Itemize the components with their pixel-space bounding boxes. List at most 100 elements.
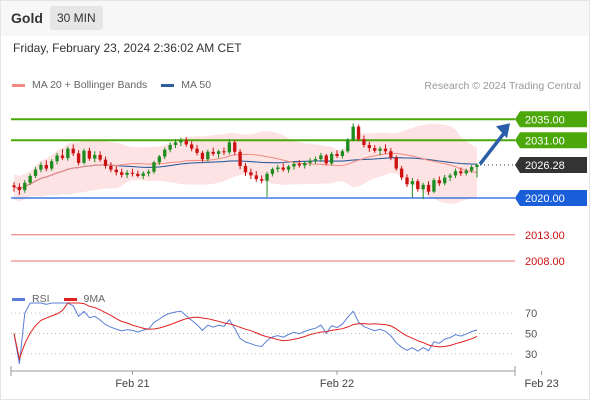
candle-body: [453, 171, 458, 176]
candle-body: [367, 144, 371, 149]
candle-body: [66, 148, 70, 159]
candle-body: [60, 155, 65, 159]
candle-body: [243, 165, 248, 173]
level-tag-2: [515, 157, 587, 174]
candle-body: [389, 151, 393, 158]
legend-item-bollinger: MA 20 + Bollinger Bands: [12, 79, 147, 91]
candle-body: [475, 164, 479, 168]
candle-body: [23, 182, 27, 191]
level-label-4: 2013.00: [525, 230, 565, 242]
research-credit: Research © 2024 Trading Central: [424, 80, 581, 92]
candle-body: [286, 166, 291, 170]
candle-body: [216, 151, 221, 154]
candle-body: [443, 177, 447, 184]
candle-body: [464, 170, 468, 174]
candle-body: [130, 172, 135, 174]
legend-item-rsi: RSI: [12, 293, 50, 305]
x-tick-label-0: Feb 21: [115, 378, 149, 390]
candle-body: [44, 164, 48, 169]
candle-body: [416, 181, 420, 190]
candle-body: [303, 162, 307, 166]
candle-body: [146, 171, 151, 174]
candle-body: [270, 169, 275, 174]
x-tick-label-1: Feb 22: [320, 378, 354, 390]
candle-body: [329, 153, 334, 164]
projection-arrow-head: [496, 123, 510, 139]
candle-body: [292, 163, 296, 167]
candle-body: [233, 142, 237, 152]
candle-body: [297, 163, 302, 166]
timeframe-button[interactable]: 30 MIN: [50, 6, 103, 30]
candle-body: [173, 142, 178, 145]
candle-body: [168, 144, 172, 150]
legend-label-ma50: MA 50: [181, 79, 212, 91]
candle-body: [33, 169, 38, 176]
level-tag-3: [515, 190, 587, 206]
candle-body: [254, 175, 258, 180]
candle-body: [276, 167, 280, 170]
candle-body: [114, 169, 118, 173]
candle-body: [362, 139, 366, 145]
legend-label-bollinger: MA 20 + Bollinger Bands: [32, 79, 148, 91]
candle-body: [125, 172, 129, 175]
candle-body: [448, 175, 452, 178]
x-tick-label-2: Feb 23: [524, 378, 558, 390]
level-label-1: 2031.00: [525, 135, 565, 147]
candle-body: [28, 175, 32, 183]
candle-body: [265, 173, 269, 181]
candle-body: [152, 162, 156, 172]
candle-body: [373, 148, 377, 151]
chart-datetime: Friday, February 23, 2024 2:36:02 AM CET: [13, 41, 242, 55]
candle-body: [383, 148, 388, 152]
level-tag-0: [515, 111, 587, 128]
candle-body: [394, 157, 398, 169]
candle-body: [87, 150, 92, 159]
x-axis: Feb 21 Feb 22 Feb 23: [10, 366, 559, 390]
projection-arrow-shaft: [478, 132, 506, 166]
rsi-tick-label-70: 70: [525, 308, 537, 320]
candle-body: [238, 151, 242, 166]
candle-body: [426, 184, 431, 192]
legend-swatch-9ma: [63, 297, 77, 301]
candle-body: [432, 180, 436, 192]
candle-body: [98, 154, 102, 160]
rsi-tick-label-50: 50: [525, 329, 537, 341]
candle-body: [211, 151, 215, 154]
level-label-0: 2035.00: [525, 114, 565, 126]
candle-body: [93, 154, 97, 159]
candle-body: [351, 126, 355, 140]
candle-body: [206, 151, 210, 160]
candle-body: [136, 173, 140, 176]
candle-body: [163, 149, 167, 157]
candle-body: [195, 148, 199, 153]
level-tag-1: [515, 132, 587, 149]
candle-body: [313, 159, 318, 161]
candle-body: [76, 153, 81, 163]
candle-body: [459, 171, 463, 174]
candle-body: [189, 144, 194, 149]
candle-body: [319, 155, 323, 160]
candle-body: [249, 172, 253, 176]
price-levels: 2035.00 2031.00 2026.28 2020.00 2013.00 2008.…: [11, 111, 587, 268]
candle-body: [378, 148, 382, 151]
rsi-legend: RSI 9MA: [12, 293, 119, 305]
candle-body: [227, 142, 232, 153]
candle-body: [405, 177, 409, 185]
candle-body: [421, 184, 425, 190]
candle-body: [222, 151, 226, 153]
candle-body: [335, 153, 339, 156]
candle-body: [55, 155, 59, 162]
candle-body: [259, 179, 264, 181]
candle-body: [410, 181, 415, 185]
candle-body: [50, 161, 54, 169]
candle-body: [308, 160, 312, 163]
price-legend: MA 20 + Bollinger Bands MA 50: [12, 79, 225, 91]
ma20-line: [13, 152, 478, 190]
rsi-tick-label-30: 30: [525, 349, 537, 361]
candle-body: [71, 148, 75, 154]
candle-body: [103, 159, 108, 166]
candle-body: [12, 185, 16, 187]
candle-body: [17, 186, 22, 191]
